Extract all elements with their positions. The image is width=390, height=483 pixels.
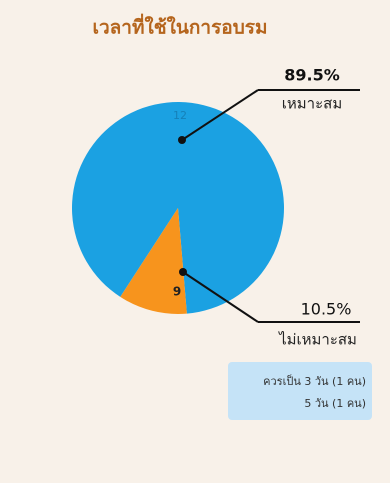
clock-label: 12	[173, 109, 187, 122]
leader-line	[182, 271, 259, 323]
pie-slice	[71, 101, 284, 314]
data-label: 10.5%	[301, 300, 352, 319]
annotation-box	[228, 362, 372, 420]
chart-title: เวลาที่ใช้ในการอบรม	[92, 14, 267, 39]
leader-dot	[178, 136, 186, 144]
legend-label: ไม่เหมาะสม	[278, 331, 357, 349]
pie-slice	[120, 208, 187, 314]
annotation-text: 5 วัน (1 คน)	[304, 397, 366, 410]
leader-dot	[179, 268, 187, 276]
annotation-text: ควรเป็น 3 วัน (1 คน)	[263, 374, 366, 388]
data-label: 89.5%	[284, 66, 340, 85]
clock-label: 9	[173, 285, 181, 299]
legend-label: เหมาะสม	[282, 95, 342, 113]
leader-line	[181, 89, 259, 141]
